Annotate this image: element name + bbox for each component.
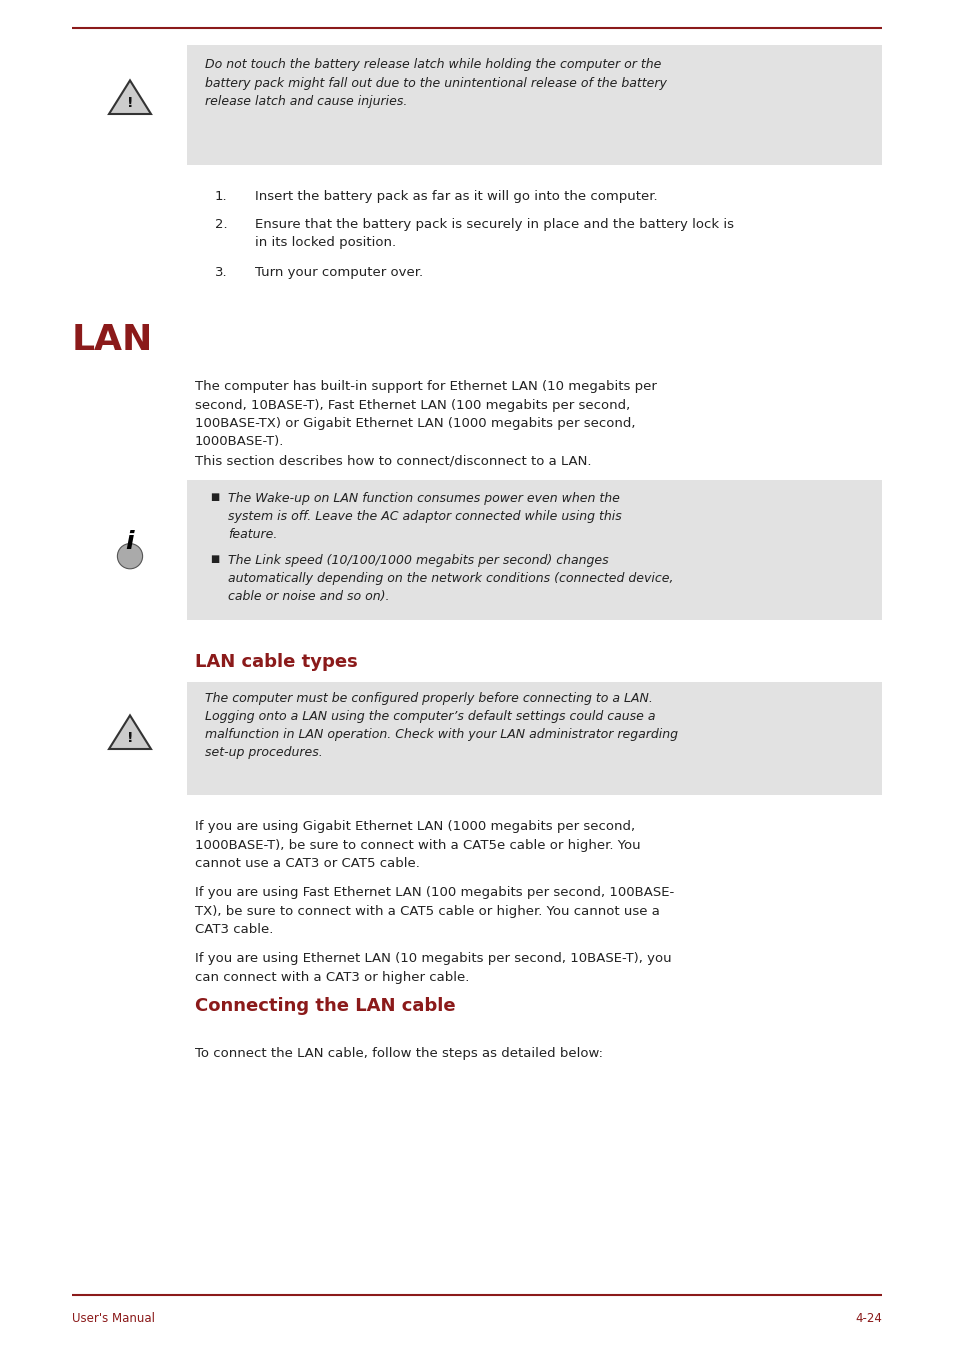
Text: The computer must be configured properly before connecting to a LAN.
Logging ont: The computer must be configured properly… [205, 691, 678, 759]
Text: ■: ■ [210, 554, 219, 564]
Text: Insert the battery pack as far as it will go into the computer.: Insert the battery pack as far as it wil… [254, 190, 657, 203]
Text: 1.: 1. [214, 190, 228, 203]
Bar [187, 480, 882, 620]
Text: !: ! [127, 730, 133, 745]
Text: 2.: 2. [214, 218, 228, 231]
Text: Do not touch the battery release latch while holding the computer or the
battery: Do not touch the battery release latch w… [205, 58, 666, 108]
Polygon shape [109, 716, 151, 749]
Polygon shape [109, 81, 151, 114]
Text: Connecting the LAN cable: Connecting the LAN cable [194, 997, 456, 1015]
Text: If you are using Gigabit Ethernet LAN (1000 megabits per second,
1000BASE-T), be: If you are using Gigabit Ethernet LAN (1… [194, 820, 640, 870]
Text: The computer has built-in support for Ethernet LAN (10 megabits per
second, 10BA: The computer has built-in support for Et… [194, 381, 657, 448]
Text: !: ! [127, 95, 133, 110]
Text: LAN cable types: LAN cable types [194, 654, 357, 671]
Text: To connect the LAN cable, follow the steps as detailed below:: To connect the LAN cable, follow the ste… [194, 1046, 602, 1060]
Text: If you are using Ethernet LAN (10 megabits per second, 10BASE-T), you
can connec: If you are using Ethernet LAN (10 megabi… [194, 952, 671, 983]
Text: User's Manual: User's Manual [71, 1311, 154, 1325]
Text: LAN: LAN [71, 323, 153, 356]
Text: The Wake-up on LAN function consumes power even when the
system is off. Leave th: The Wake-up on LAN function consumes pow… [228, 492, 621, 541]
Text: This section describes how to connect/disconnect to a LAN.: This section describes how to connect/di… [194, 455, 591, 468]
Text: 4-24: 4-24 [854, 1311, 882, 1325]
Text: 3.: 3. [214, 266, 228, 278]
Text: Turn your computer over.: Turn your computer over. [254, 266, 423, 278]
Bar [187, 44, 882, 165]
Text: i: i [126, 530, 134, 554]
Text: Ensure that the battery pack is securely in place and the battery lock is
in its: Ensure that the battery pack is securely… [254, 218, 733, 249]
Text: ■: ■ [210, 492, 219, 502]
Bar [187, 682, 882, 795]
Circle shape [117, 543, 142, 569]
Text: The Link speed (10/100/1000 megabits per second) changes
automatically depending: The Link speed (10/100/1000 megabits per… [228, 554, 673, 603]
Text: If you are using Fast Ethernet LAN (100 megabits per second, 100BASE-
TX), be su: If you are using Fast Ethernet LAN (100 … [194, 886, 674, 936]
